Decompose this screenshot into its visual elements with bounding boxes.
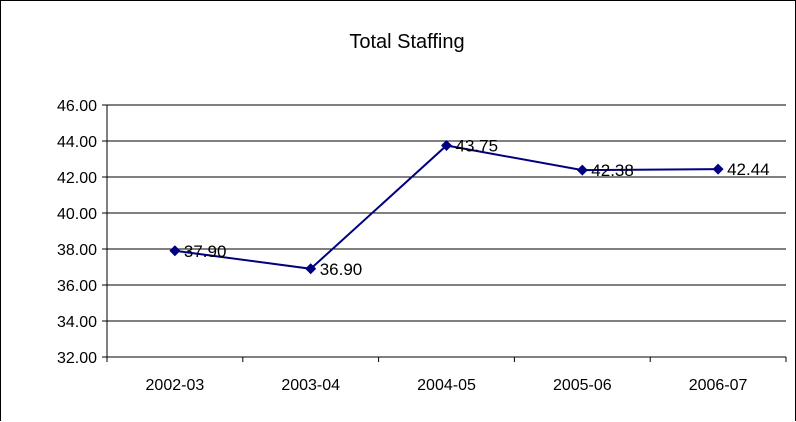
x-tick-label: 2005-06 [553,377,612,394]
y-tick-label: 46.00 [57,98,97,115]
gridlines [107,104,786,322]
chart-title: Total Staffing [349,31,464,53]
data-point-marker [305,263,317,275]
data-label: 42.44 [727,160,770,179]
y-tick-label: 32.00 [57,350,97,367]
series-line [174,144,719,270]
x-tick-label: 2003-04 [281,377,340,394]
data-label: 43.75 [456,137,499,156]
y-tick-label: 40.00 [57,206,97,223]
data-point-marker [169,245,181,257]
x-tick-label: 2006-07 [689,377,748,394]
data-point-marker [441,140,452,151]
axes [102,104,787,362]
data-label: 37.90 [184,242,227,261]
y-tick-label: 44.00 [57,134,97,151]
x-tick-label: 2002-03 [146,377,205,394]
y-tick-label: 38.00 [57,242,97,259]
x-tick-label: 2004-05 [417,377,476,394]
tick-labels: 32.00 34.00 36.00 38.00 40.00 42.00 44.00 46.00… [57,98,748,394]
data-point-marker [576,164,588,176]
data-point-marker [712,163,724,175]
data-labels: 37.90 36.90 43.75 42.38 42.44 [184,137,770,279]
data-label: 36.90 [320,260,363,279]
y-tick-label: 36.00 [57,278,97,295]
y-tick-label: 34.00 [57,314,97,331]
series-layer [169,140,724,275]
data-label: 42.38 [591,161,634,180]
y-tick-label: 42.00 [57,170,97,187]
